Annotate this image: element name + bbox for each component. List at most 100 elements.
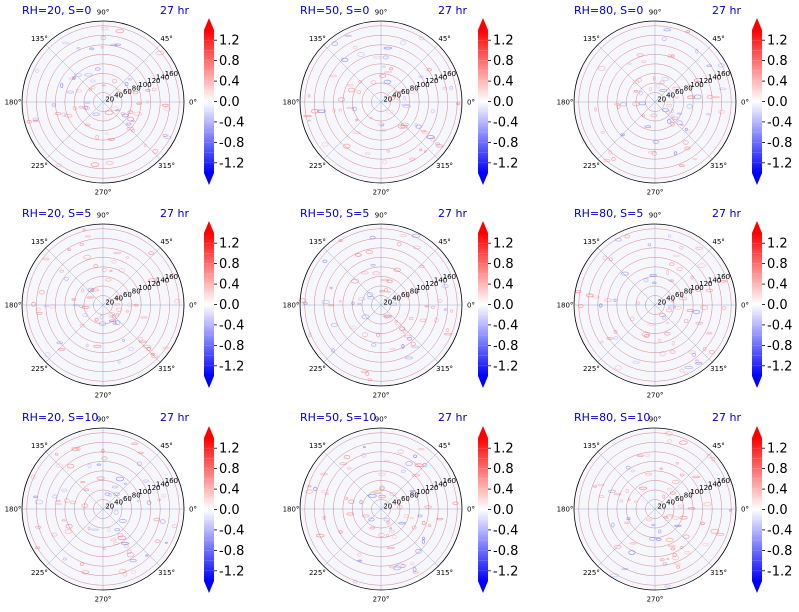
contour-speckle [302,301,308,305]
contour-speckle [684,127,688,131]
contour-speckle [688,350,697,354]
contour-speckle [154,539,161,543]
radial-tick-label: 160 [443,477,456,485]
contour-speckle [706,453,712,459]
contour-speckle [115,312,119,316]
contour-speckle [708,349,715,355]
contour-speckle [148,278,158,282]
contour-speckle [112,314,116,319]
contour-speckle [411,525,417,530]
panel-title-left: RH=50, S=10 [300,411,376,424]
contour-speckle [72,76,76,80]
radial-tick-label: 120 [699,280,712,288]
contour-speckle [338,239,343,242]
contour-speckle [670,121,675,127]
contour-speckle [449,85,454,90]
contour-speckle [690,488,694,493]
radial-tick-label: 120 [147,484,160,492]
contour-speckle [413,454,418,459]
contour-speckle [597,65,606,71]
radial-tick-label: 160 [717,273,730,281]
radial-tick-label: 120 [699,484,712,492]
contour-speckle [370,80,377,85]
radial-tick-label: 140 [708,481,721,489]
colorbar-tick-label: -1.2 [219,564,244,579]
radial-tick-label: 80 [684,491,693,499]
contour-speckle [585,293,594,298]
angular-gridline [654,101,713,160]
angle-tick-label: 180° [5,302,22,310]
colorbar-gradient [752,438,762,581]
angular-gridline [45,247,104,306]
angle-tick-label: 135° [309,35,326,43]
polar-frame [299,223,463,387]
contour-speckle [434,142,440,146]
contour-speckle [667,279,673,282]
radial-tick-label: 160 [717,70,730,78]
angular-gridline [102,247,161,306]
radial-tick-label: 20 [383,298,392,306]
contour-speckle [96,463,102,466]
angle-tick-label: 315° [436,569,453,577]
angle-tick-label: 315° [158,365,175,373]
angle-tick-label: 0° [189,506,197,514]
angular-gridline [380,101,439,160]
contour-speckle [365,371,370,377]
angular-gridline [654,304,713,363]
colorbar-tick-label: -0.4 [767,318,792,333]
contour-speckle [682,140,689,145]
contour-speckle [636,454,645,458]
contour-speckle [115,29,125,34]
colorbar-tick-label: -1.2 [219,156,244,171]
contour-speckle [620,133,625,137]
contour-speckle [122,572,128,577]
contour-speckle [92,112,100,116]
colorbar: 1.2 0.8 0.4 0.0 -0.4 -0.8 -1.2 [752,221,792,388]
contour-speckle [706,113,711,116]
radial-tick-label: 160 [443,273,456,281]
contour-speckle [613,335,619,340]
polar-frame [21,427,185,591]
colorbar-tick-label: 0.4 [493,483,514,498]
panel-title-left: RH=80, S=0 [574,4,643,17]
contour-speckle [443,308,448,311]
contour-speckle [63,277,70,281]
contour-speckle [443,333,453,336]
contour-speckle [692,309,701,315]
angular-gridline [380,44,439,103]
panel-title-left: RH=80, S=5 [574,207,643,220]
colorbar-tick-label: 0.8 [493,462,514,477]
contour-speckle [602,255,607,261]
contour-speckle [360,370,368,374]
contour-speckle [366,292,374,298]
contour-speckle [647,151,657,154]
contour-speckle [619,499,624,503]
contour-speckle [703,346,707,351]
angular-gridline [597,247,656,306]
radial-tick-label: 160 [165,70,178,78]
contour-speckle [659,80,665,84]
contour-speckle [130,570,137,574]
contour-speckle [367,378,373,382]
contour-speckle [706,332,713,335]
contour-speckle [352,45,358,50]
contour-speckle [655,537,662,541]
contour-speckle [676,120,683,125]
contour-speckle [111,485,118,489]
contour-speckle [145,554,149,557]
contour-speckle [679,473,685,477]
contour-speckle [600,130,605,134]
contour-speckle [100,26,109,31]
angle-tick-label: 45° [712,442,724,450]
contour-speckle [664,331,671,336]
contour-speckle [410,341,416,347]
radial-tick-label: 100 [138,81,151,89]
contour-speckle [423,150,427,153]
colorbar-tick-label: 0.0 [219,298,240,313]
radial-tick-label: 60 [401,291,410,299]
contour-speckle [298,298,307,303]
panel-title-right: 27 hr [712,411,741,424]
contour-speckle [126,126,134,131]
angular-gridline [323,451,382,510]
contour-speckle [633,90,638,93]
